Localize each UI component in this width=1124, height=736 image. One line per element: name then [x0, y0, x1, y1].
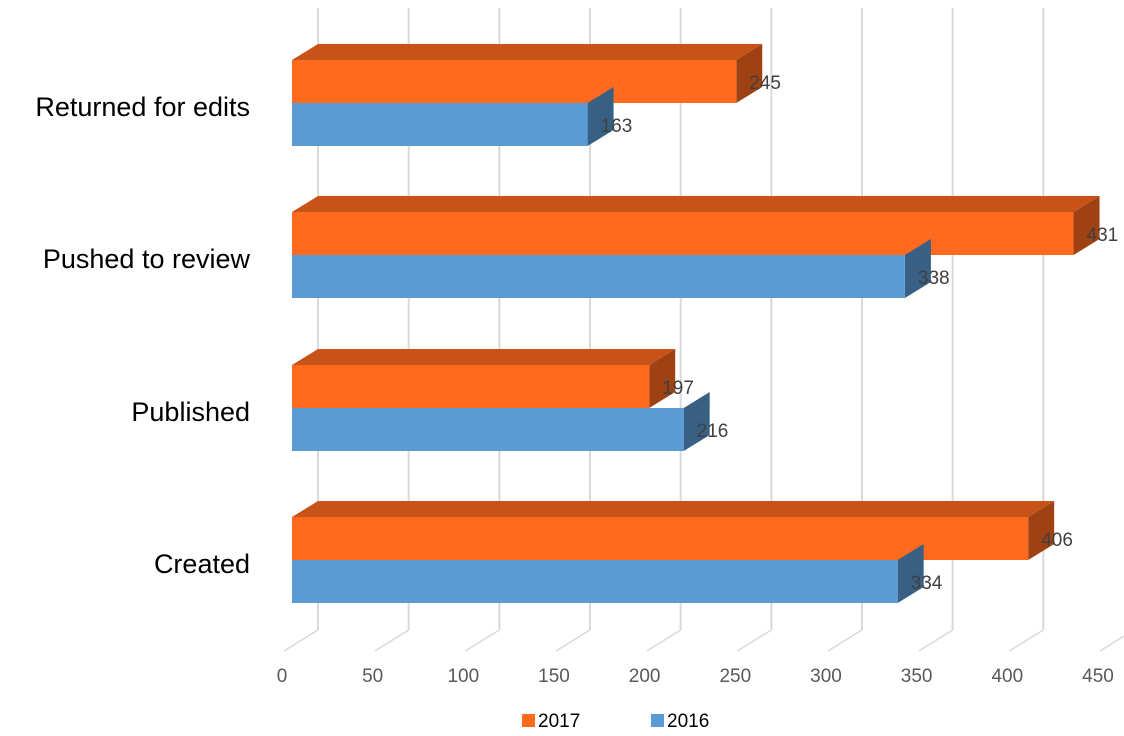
bar [292, 255, 905, 298]
x-tick-label: 250 [719, 666, 751, 687]
data-label: 406 [1041, 530, 1073, 551]
bar-side-face [587, 87, 614, 146]
bar-top-face [292, 349, 676, 365]
legend-label: 2016 [667, 711, 709, 732]
legend-swatch [522, 714, 535, 727]
data-label: 334 [911, 573, 943, 594]
bar [292, 103, 588, 146]
floor-tick [646, 629, 682, 652]
bar [292, 517, 1029, 560]
category-label: Published [131, 397, 250, 427]
x-tick-label: 400 [991, 666, 1023, 687]
bar [292, 408, 684, 451]
legend-label: 2017 [538, 711, 580, 732]
bar [292, 365, 650, 408]
x-tick-label: 150 [538, 666, 570, 687]
floor-tick [374, 629, 410, 652]
category-label: Returned for edits [35, 92, 250, 122]
bar-side-face [904, 239, 931, 298]
category-label: Pushed to review [43, 244, 251, 274]
floor-tick [827, 629, 863, 652]
floor-tick [1099, 635, 1124, 652]
x-tick-label: 100 [447, 666, 479, 687]
bar-side-face [683, 392, 710, 451]
bar-top-face [292, 501, 1055, 517]
bar-side-face [1028, 501, 1055, 560]
bar [292, 60, 737, 103]
bar-side-face [649, 349, 676, 408]
x-tick-label: 0 [277, 666, 288, 687]
legend: 2017 2016 [522, 711, 709, 732]
bars [292, 44, 1100, 603]
bar-side-face [736, 44, 763, 103]
data-label: 431 [1087, 225, 1119, 246]
labels: 0 50 100 150 200 250 300 350 400 450 245 163 Returne… [35, 73, 1118, 687]
floor-tick [918, 629, 954, 652]
data-label: 245 [749, 73, 781, 94]
floor-tick [464, 629, 500, 652]
data-label: 338 [918, 268, 950, 289]
data-label: 197 [662, 378, 694, 399]
floor-tick [555, 629, 591, 652]
bar [292, 212, 1074, 255]
floor-tick [1008, 629, 1044, 652]
data-label: 163 [601, 116, 633, 137]
x-tick-label: 450 [1082, 666, 1114, 687]
bar [292, 560, 898, 603]
x-tick-label: 200 [629, 666, 661, 687]
legend-swatch [651, 714, 664, 727]
floor-tick [736, 629, 772, 652]
data-label: 216 [697, 421, 729, 442]
bar-side-face [897, 544, 924, 603]
bar-top-face [292, 196, 1100, 212]
x-tick-label: 300 [810, 666, 842, 687]
x-tick-label: 50 [362, 666, 383, 687]
x-tick-label: 350 [901, 666, 933, 687]
category-label: Created [154, 549, 250, 579]
bar-top-face [292, 44, 763, 60]
floor-tick [283, 629, 319, 652]
bar-side-face [1073, 196, 1100, 255]
